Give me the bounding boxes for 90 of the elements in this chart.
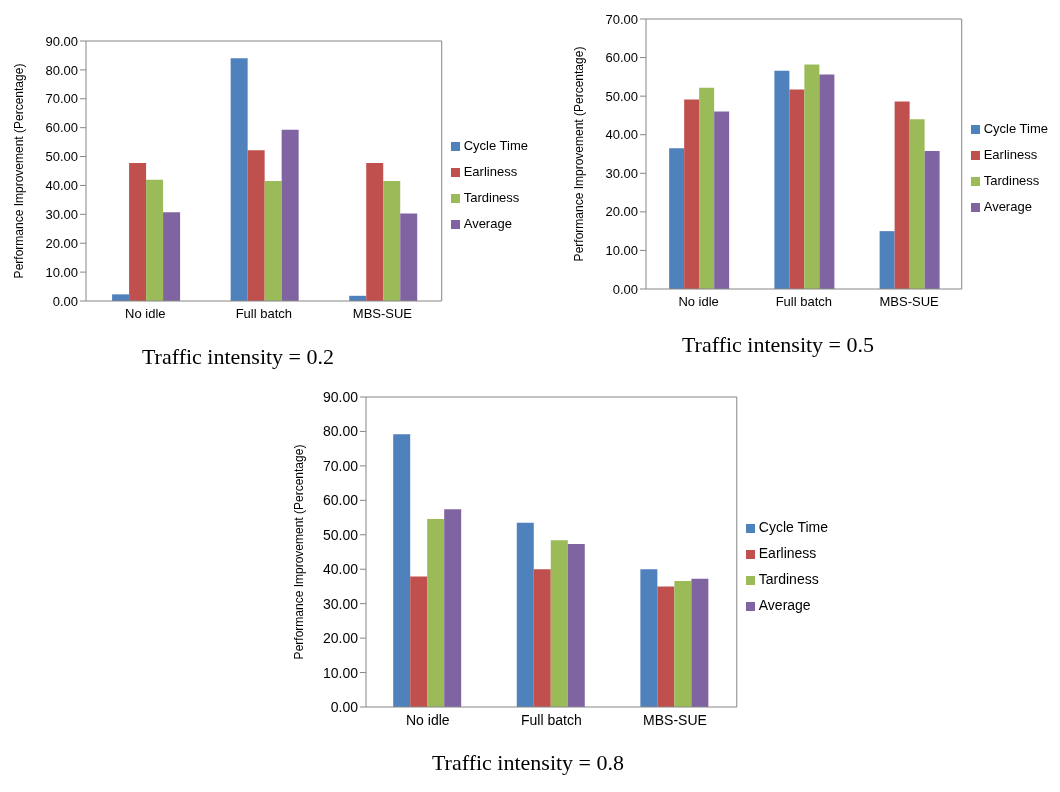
y-tick-label: 30.00 (45, 206, 78, 222)
bar (366, 162, 384, 301)
y-tick-label: 90.00 (322, 388, 359, 405)
bar (427, 518, 445, 707)
bar (516, 522, 534, 707)
y-tick-label: 40.00 (605, 127, 638, 143)
legend-label: Cycle Time (758, 519, 828, 535)
y-tick-label: 0.00 (52, 293, 78, 309)
text: Traffic intensity = 0.2 (140, 344, 336, 370)
y-tick-label: 60.00 (45, 120, 78, 136)
bar (393, 434, 411, 707)
bar (146, 179, 164, 301)
y-tick-label: 40.00 (322, 561, 359, 578)
bar (444, 509, 462, 707)
y-tick-label: 20.00 (605, 204, 638, 220)
y-tick-label: 90.00 (45, 33, 78, 49)
bar (909, 119, 925, 289)
y-tick-label: 50.00 (605, 88, 638, 104)
legend-label: Tardiness (983, 173, 1040, 188)
x-tick-label: No idle (125, 306, 166, 322)
bar (281, 129, 299, 301)
legend-label: Cycle Time (983, 121, 1048, 136)
y-tick-label: 60.00 (605, 50, 638, 66)
x-tick-label: MBS-SUE (879, 294, 940, 310)
y-tick-label: 50.00 (322, 526, 359, 543)
x-tick-label: No idle (406, 711, 450, 728)
bar (247, 150, 265, 301)
y-tick-label: 30.00 (605, 165, 638, 181)
bar (714, 111, 730, 289)
bar (774, 70, 790, 289)
bar (699, 87, 715, 289)
bar (533, 569, 551, 707)
x-tick-label: MBS-SUE (643, 711, 707, 728)
y-axis-title: Performance Improvement (Percentage) (12, 63, 27, 279)
bar (129, 162, 147, 301)
y-tick-label: 80.00 (45, 62, 78, 78)
bar (669, 148, 685, 289)
y-tick-label: 40.00 (45, 178, 78, 194)
bar (924, 150, 940, 289)
bar (112, 294, 130, 301)
bar (410, 576, 428, 707)
bar (684, 99, 700, 289)
legend-label: Earliness (463, 164, 518, 179)
bar (550, 540, 568, 707)
x-tick-label: Full batch (521, 711, 582, 728)
bar (230, 58, 248, 301)
bar (657, 586, 675, 707)
legend-label: Tardiness (758, 571, 819, 587)
y-axis-title: Performance Improvement (Percentage) (292, 444, 307, 660)
bar (383, 181, 401, 301)
bar (894, 101, 910, 289)
y-tick-label: 80.00 (322, 423, 359, 440)
bar (691, 578, 709, 707)
bar (400, 213, 418, 301)
y-tick-label: 0.00 (612, 281, 638, 297)
bar (879, 231, 895, 289)
bar (789, 89, 805, 289)
y-tick-label: 70.00 (322, 457, 359, 474)
x-tick-label: No idle (678, 294, 719, 310)
y-tick-label: 20.00 (322, 630, 359, 647)
y-tick-label: 70.00 (45, 91, 78, 107)
bar (804, 64, 820, 289)
bar (640, 569, 658, 707)
text: Traffic intensity = 0.8 (430, 750, 626, 776)
legend-label: Tardiness (463, 190, 520, 205)
bar (567, 544, 585, 707)
y-tick-label: 10.00 (45, 264, 78, 280)
y-tick-label: 60.00 (322, 492, 359, 509)
bar (163, 212, 181, 301)
legend-label: Average (983, 199, 1032, 214)
legend-label: Average (758, 597, 811, 613)
legend-label: Earliness (983, 147, 1038, 162)
x-tick-label: Full batch (775, 294, 833, 310)
x-tick-label: MBS-SUE (352, 306, 413, 322)
y-tick-label: 0.00 (330, 698, 359, 715)
y-tick-label: 70.00 (605, 11, 638, 27)
legend-label: Average (463, 216, 512, 231)
y-tick-label: 50.00 (45, 149, 78, 165)
y-tick-label: 10.00 (605, 243, 638, 259)
legend-label: Earliness (758, 545, 817, 561)
text: Traffic intensity = 0.5 (680, 332, 876, 358)
y-axis-title: Performance Improvement (Percentage) (572, 46, 587, 262)
bar (264, 181, 282, 301)
x-tick-label: Full batch (235, 306, 293, 322)
legend-label: Cycle Time (463, 138, 528, 153)
y-tick-label: 30.00 (322, 595, 359, 612)
bar (674, 580, 692, 707)
y-tick-label: 20.00 (45, 235, 78, 251)
y-tick-label: 10.00 (322, 664, 359, 681)
bar (819, 74, 835, 289)
